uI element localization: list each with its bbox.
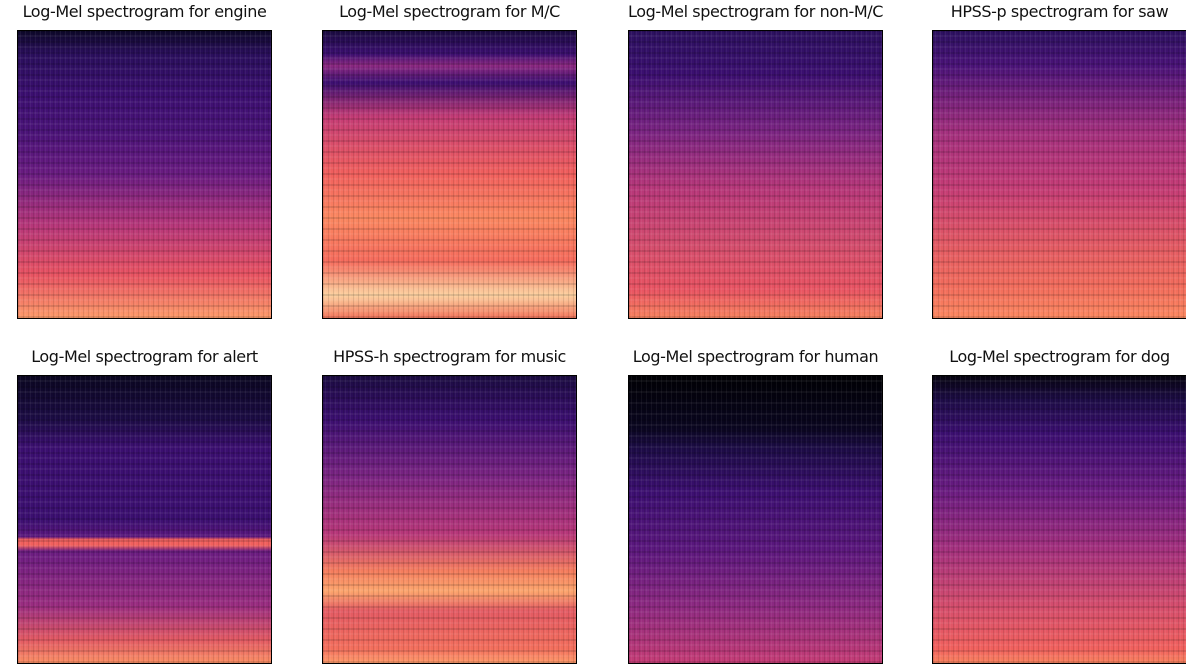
panel-title: HPSS-p spectrogram for saw <box>950 2 1169 21</box>
panel: Log-Mel spectrogram for non-M/C <box>628 2 883 319</box>
panel: Log-Mel spectrogram for dog <box>932 347 1186 664</box>
panel: Log-Mel spectrogram for engine <box>17 2 272 319</box>
spectrogram <box>322 30 577 319</box>
panel-title: HPSS-h spectrogram for music <box>333 347 566 366</box>
panel: HPSS-p spectrogram for saw <box>932 2 1186 319</box>
spectrogram <box>628 30 883 319</box>
panel: Log-Mel spectrogram for human <box>628 347 883 664</box>
spectrogram <box>17 30 272 319</box>
spectrogram <box>17 375 272 664</box>
spectrogram <box>322 375 577 664</box>
panel: Log-Mel spectrogram for alert <box>17 347 272 664</box>
panel: Log-Mel spectrogram for M/C <box>322 2 577 319</box>
panel: HPSS-h spectrogram for music <box>322 347 577 664</box>
panel-title: Log-Mel spectrogram for human <box>632 347 879 366</box>
panel-title: Log-Mel spectrogram for M/C <box>339 2 560 21</box>
panel-title: Log-Mel spectrogram for alert <box>31 347 258 366</box>
panel-title: Log-Mel spectrogram for dog <box>949 347 1170 366</box>
spectrogram <box>932 375 1186 664</box>
spectrogram <box>628 375 883 664</box>
spectrogram <box>932 30 1186 319</box>
panel-title: Log-Mel spectrogram for non-M/C <box>627 2 884 21</box>
panel-title: Log-Mel spectrogram for engine <box>22 2 267 21</box>
